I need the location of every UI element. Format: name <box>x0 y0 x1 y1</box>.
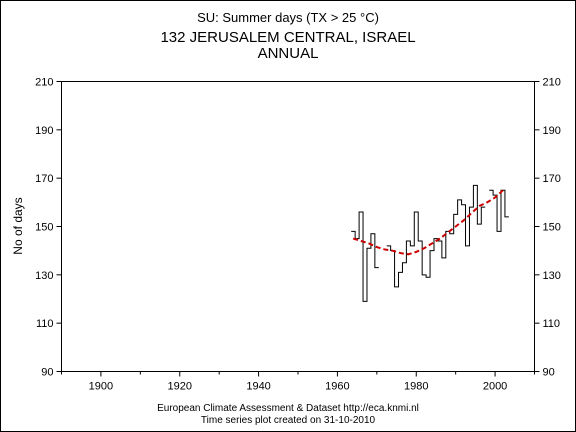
series-layer <box>351 184 509 302</box>
smoothed-trend-line <box>352 189 504 256</box>
y-tick-label-left: 90 <box>41 367 53 379</box>
chart-subtitle-period: ANNUAL <box>258 45 319 62</box>
x-tick-label: 1920 <box>168 381 192 393</box>
y-tick-label-right: 170 <box>543 173 561 185</box>
y-tick-label-left: 170 <box>35 173 53 185</box>
y-tick-label-right: 150 <box>543 222 561 234</box>
y-tick-label-right: 210 <box>543 77 561 89</box>
y-tick-label-left: 110 <box>36 318 54 330</box>
y-tick-label-left: 150 <box>35 222 53 234</box>
x-tick-label: 2000 <box>483 381 507 393</box>
x-tick-label: 1900 <box>89 381 113 393</box>
chart-subtitle-station: 132 JERUSALEM CENTRAL, ISRAEL <box>160 29 415 46</box>
y-tick-label-left: 210 <box>35 77 53 89</box>
y-axis-label: No of days <box>11 197 25 254</box>
y-tick-label-left: 190 <box>35 125 53 137</box>
footer-created: Time series plot created on 31-10-2010 <box>201 415 376 426</box>
y-tick-label-right: 110 <box>543 318 561 330</box>
footer-source: European Climate Assessment & Dataset ht… <box>157 403 419 414</box>
y-tick-label-right: 130 <box>543 270 561 282</box>
x-tick-label: 1960 <box>325 381 349 393</box>
x-tick-label: 1980 <box>404 381 428 393</box>
y-tick-label-left: 130 <box>35 270 53 282</box>
y-tick-label-right: 190 <box>543 125 561 137</box>
x-tick-label: 1940 <box>246 381 270 393</box>
y-tick-label-right: 90 <box>543 367 555 379</box>
chart-title: SU: Summer days (TX > 25 °C) <box>197 10 379 25</box>
axes-layer: 90 90 110 110 130 130 150 150 170 170 190 190 210 210… <box>35 77 561 393</box>
